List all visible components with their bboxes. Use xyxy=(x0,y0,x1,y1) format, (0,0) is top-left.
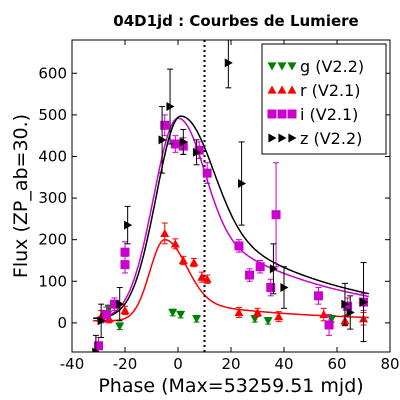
data-point xyxy=(160,228,170,238)
data-point xyxy=(166,102,175,112)
series-r xyxy=(96,222,368,327)
x-tick-label: 60 xyxy=(327,355,346,373)
y-tick-label: 100 xyxy=(38,272,67,290)
y-tick-label: 0 xyxy=(57,314,67,332)
data-point xyxy=(313,291,323,301)
legend-label: r (V2.1) xyxy=(300,81,361,100)
legend-marker xyxy=(278,133,287,143)
data-point xyxy=(178,255,188,265)
data-point xyxy=(253,307,262,317)
legend-item-g: g (V2.2) xyxy=(267,57,364,76)
data-point xyxy=(238,179,247,189)
legend: g (V2.2) r (V2.1) i (V2.1) z (V2.2) xyxy=(261,43,387,155)
data-point xyxy=(202,168,212,178)
legend-marker xyxy=(267,62,277,71)
data-point xyxy=(202,274,212,283)
data-point xyxy=(197,272,207,281)
data-point xyxy=(192,315,202,324)
x-tick-label: 20 xyxy=(221,355,240,373)
data-point xyxy=(97,316,106,326)
legend-marker xyxy=(288,133,297,143)
data-point xyxy=(120,247,130,257)
data-point xyxy=(192,147,202,157)
data-point xyxy=(280,283,289,293)
series-z xyxy=(92,40,368,352)
data-point xyxy=(324,320,334,330)
x-axis-label: Phase (Max=53259.51 mjd) xyxy=(98,375,363,397)
legend-item-r: r (V2.1) xyxy=(267,81,361,100)
data-point xyxy=(158,135,167,145)
data-point xyxy=(160,120,170,130)
data-point xyxy=(255,262,265,272)
legend-item-z: z (V2.2) xyxy=(268,129,362,148)
x-tick-label: -20 xyxy=(113,355,138,373)
y-tick-label: 500 xyxy=(38,106,67,124)
legend-label: i (V2.1) xyxy=(300,105,358,124)
y-tick-label: 200 xyxy=(38,231,67,249)
data-point xyxy=(346,307,355,317)
data-point xyxy=(120,305,130,314)
legend-marker xyxy=(277,62,287,71)
data-point xyxy=(266,283,276,293)
data-point xyxy=(120,260,130,270)
chart-title: 04D1jd : Courbes de Lumiere xyxy=(113,12,358,30)
data-point xyxy=(176,310,186,320)
legend-marker xyxy=(287,109,297,119)
legend-marker xyxy=(267,109,277,119)
x-tick-label: 40 xyxy=(274,355,293,373)
legend-item-i: i (V2.1) xyxy=(267,105,358,124)
data-point xyxy=(341,299,350,309)
y-tick-label: 400 xyxy=(38,147,67,165)
data-point xyxy=(179,137,188,147)
x-tick-label: 0 xyxy=(173,355,183,373)
data-point xyxy=(168,308,178,317)
data-point xyxy=(170,239,180,248)
fit-curve-z xyxy=(93,115,369,320)
y-axis-label: Flux (ZP_ab=30.) xyxy=(10,114,32,278)
data-point xyxy=(92,347,101,352)
x-tick-label: 80 xyxy=(380,355,399,373)
y-tick-label: 300 xyxy=(38,189,67,207)
legend-marker xyxy=(277,109,287,119)
data-point xyxy=(189,258,199,267)
legend-marker xyxy=(287,62,297,71)
data-points xyxy=(92,40,368,352)
data-point xyxy=(250,315,260,324)
legend-label: g (V2.2) xyxy=(300,57,364,76)
series-i xyxy=(94,114,368,352)
data-point xyxy=(170,139,180,149)
legend-marker xyxy=(268,133,277,143)
data-point xyxy=(109,299,119,309)
y-tick-label: 600 xyxy=(38,64,67,82)
fit-curve-i xyxy=(93,117,369,320)
axis-ticks: -40 -20 0 20 40 60 80 0 100 200 300 400 500 600 xyxy=(38,40,400,373)
data-point xyxy=(274,312,284,321)
legend-marker xyxy=(287,85,297,94)
data-point xyxy=(224,58,233,68)
data-point xyxy=(234,307,244,317)
data-point xyxy=(116,299,125,309)
legend-label: z (V2.2) xyxy=(300,129,362,148)
legend-frame xyxy=(261,43,387,155)
data-point xyxy=(319,310,329,319)
data-point xyxy=(245,270,255,280)
data-point xyxy=(263,317,273,326)
data-point xyxy=(359,297,368,307)
data-point xyxy=(124,220,133,230)
x-tick-label: -40 xyxy=(60,355,85,373)
data-point xyxy=(269,264,278,274)
data-point xyxy=(115,322,125,331)
data-point xyxy=(234,241,244,251)
data-point xyxy=(194,145,204,155)
data-point xyxy=(101,310,111,320)
legend-marker xyxy=(267,85,277,94)
data-point xyxy=(271,210,281,220)
legend-marker xyxy=(277,85,287,94)
data-point xyxy=(94,341,103,351)
data-point xyxy=(343,301,353,311)
series-g xyxy=(104,304,337,331)
